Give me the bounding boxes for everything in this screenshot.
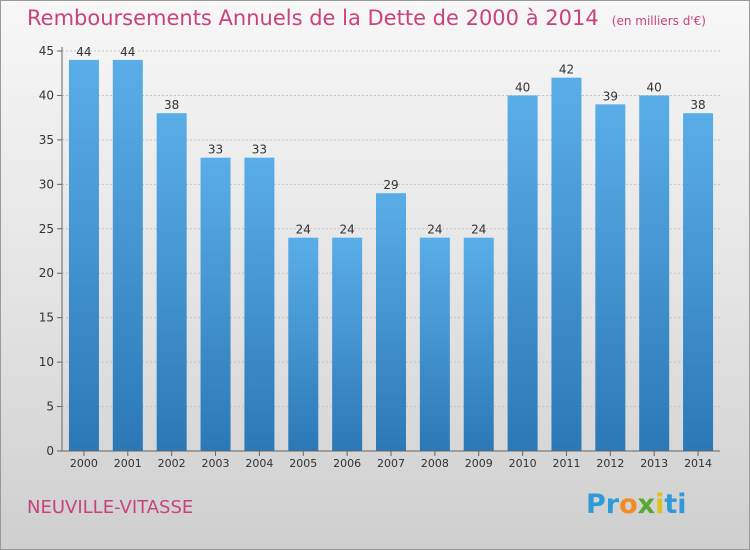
bar: [419, 237, 450, 451]
x-tick-label: 2005: [289, 457, 317, 470]
bar: [639, 95, 670, 451]
data-label: 40: [515, 80, 530, 94]
y-tick-label: 20: [39, 266, 54, 280]
bar: [244, 157, 275, 451]
x-tick-label: 2012: [596, 457, 624, 470]
y-tick-label: 35: [39, 133, 54, 147]
chart-title: Remboursements Annuels de la Dette de 20…: [27, 6, 599, 30]
data-label: 24: [471, 223, 486, 237]
town-name: NEUVILLE-VITASSE: [27, 497, 194, 518]
data-label: 33: [208, 143, 223, 157]
data-label: 29: [383, 178, 398, 192]
x-tick-label: 2004: [245, 457, 273, 470]
data-label: 33: [252, 143, 267, 157]
y-tick-label: 25: [39, 222, 54, 236]
y-tick-label: 40: [39, 88, 54, 102]
bar: [595, 104, 626, 451]
x-tick-label: 2000: [70, 457, 98, 470]
chart-subtitle: (en milliers d'€): [611, 14, 706, 28]
bar: [288, 237, 319, 451]
x-tick-label: 2013: [640, 457, 668, 470]
data-label: 40: [647, 80, 662, 94]
x-tick-label: 2008: [421, 457, 449, 470]
y-tick-label: 5: [46, 400, 54, 414]
proxiti-logo: Proxiti: [586, 489, 687, 520]
data-label: 39: [603, 89, 618, 103]
x-tick-label: 2001: [114, 457, 142, 470]
x-tick-label: 2007: [377, 457, 405, 470]
x-tick-label: 2006: [333, 457, 361, 470]
x-tick-label: 2014: [684, 457, 712, 470]
data-label: 24: [427, 223, 442, 237]
bar: [463, 237, 494, 451]
chart-title-row: Remboursements Annuels de la Dette de 20…: [27, 6, 706, 30]
x-tick-label: 2003: [202, 457, 230, 470]
bar: [507, 95, 538, 451]
y-tick-label: 30: [39, 177, 54, 191]
data-label: 24: [339, 223, 354, 237]
y-tick-label: 0: [46, 444, 54, 458]
bar: [683, 113, 714, 451]
bar: [200, 157, 231, 451]
data-label: 38: [690, 98, 705, 112]
data-label: 38: [164, 98, 179, 112]
data-label: 24: [296, 223, 311, 237]
x-tick-label: 2009: [465, 457, 493, 470]
y-tick-label: 45: [39, 44, 54, 58]
data-label: 44: [120, 45, 135, 59]
y-tick-label: 10: [39, 355, 54, 369]
bar: [551, 77, 582, 452]
x-tick-label: 2010: [509, 457, 537, 470]
bar: [156, 113, 187, 451]
data-label: 44: [76, 45, 91, 59]
bar: [376, 193, 406, 451]
bar: [112, 59, 143, 452]
x-tick-label: 2011: [552, 457, 580, 470]
data-label: 42: [559, 63, 574, 77]
x-tick-label: 2002: [158, 457, 186, 470]
bar: [68, 59, 99, 452]
bar: [332, 237, 363, 451]
y-tick-label: 15: [39, 311, 54, 325]
